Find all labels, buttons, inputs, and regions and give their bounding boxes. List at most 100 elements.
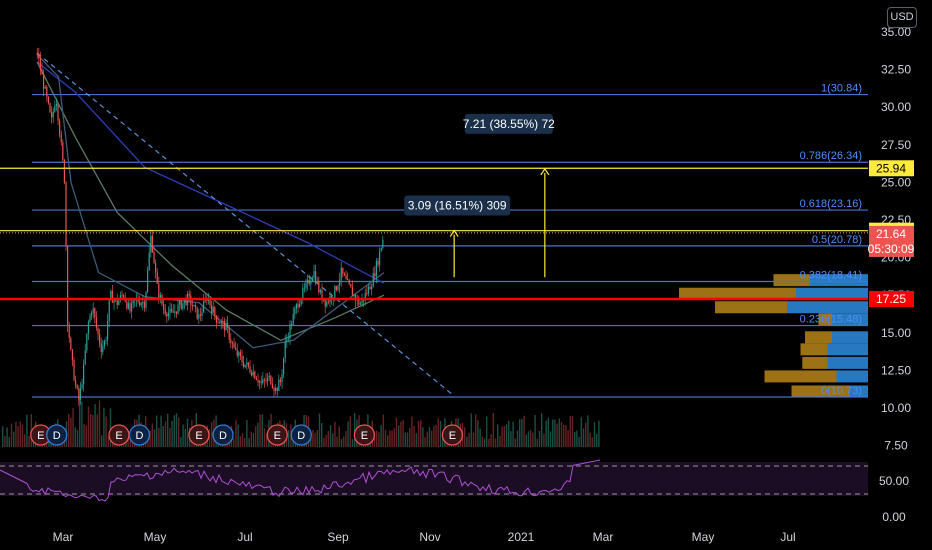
candle-body	[62, 142, 64, 160]
volume-bar	[263, 428, 266, 447]
earnings-marker	[188, 424, 210, 446]
volume-bar	[241, 433, 244, 447]
candle-body	[321, 290, 323, 301]
candle-body	[225, 322, 227, 331]
candle-body	[203, 301, 205, 313]
volume-bar	[158, 428, 160, 447]
candle-body	[155, 263, 157, 272]
volume-bar	[336, 436, 338, 447]
volume-bar	[149, 431, 151, 447]
volume-bar	[512, 421, 514, 447]
candle-body	[171, 309, 173, 312]
rsi-tick-label: 0.00	[882, 510, 906, 524]
volume-bar	[266, 433, 268, 447]
volume-bar	[591, 437, 593, 447]
candle-body	[75, 380, 77, 386]
volume-profile-down	[818, 313, 832, 326]
volume-bar	[470, 413, 472, 447]
measure-label-bg	[404, 195, 511, 216]
candle-body	[79, 388, 82, 400]
currency-badge[interactable]: USD	[887, 7, 917, 28]
volume-bar	[171, 420, 173, 447]
volume-bar	[98, 400, 101, 447]
dividend-marker	[290, 424, 312, 446]
candle-body	[311, 278, 314, 282]
candle-body	[350, 284, 352, 288]
candle-body	[214, 307, 216, 316]
volume-bar	[468, 432, 470, 447]
volume-bar	[510, 431, 512, 447]
candle-body	[239, 352, 242, 356]
candle-body	[92, 308, 94, 313]
price-tick-label: 7.50	[884, 439, 908, 453]
volume-bar	[373, 432, 376, 447]
volume-bar	[68, 414, 70, 447]
candle-body	[116, 298, 118, 305]
candle-body	[300, 299, 302, 305]
earnings-marker-label: E	[274, 430, 281, 442]
candle-body	[223, 321, 226, 331]
volume-bar	[395, 417, 398, 447]
candle-body	[153, 251, 155, 264]
candle-body	[313, 271, 315, 279]
candle-body	[209, 299, 211, 306]
candle-body	[219, 322, 221, 324]
candle-body	[251, 372, 253, 376]
volume-bar	[488, 438, 490, 447]
earnings-marker	[441, 424, 464, 446]
volume-bar	[543, 433, 545, 447]
candle-body	[220, 321, 222, 324]
volume-bar	[180, 437, 182, 447]
fib-level-label: 1(30.84)	[821, 83, 862, 95]
candle-body	[151, 235, 154, 252]
volume-bar	[310, 436, 312, 447]
candle-body	[36, 53, 38, 55]
volume-bar	[182, 424, 184, 447]
volume-bar	[15, 421, 17, 447]
candle-body	[263, 379, 266, 381]
volume-bar	[422, 427, 424, 447]
volume-profile-up	[787, 301, 868, 314]
candle-body	[207, 299, 210, 301]
volume-profile-up	[850, 385, 868, 398]
volume-bar	[541, 413, 543, 447]
earnings-marker-label: E	[115, 430, 122, 442]
price-tick-label: 27.50	[881, 138, 911, 152]
volume-bar	[237, 424, 239, 447]
volume-bar	[83, 424, 85, 447]
candle-body	[49, 103, 51, 113]
volume-bar	[596, 433, 598, 447]
candle-body	[107, 320, 109, 341]
candle-body	[366, 293, 368, 295]
candle-body	[337, 285, 339, 290]
volume-bar	[21, 424, 24, 447]
candle-body	[177, 304, 179, 314]
volume-profile-down	[791, 385, 850, 398]
volume-bar	[151, 423, 153, 447]
candle-body	[123, 295, 125, 297]
candle-body	[241, 355, 243, 363]
candle-body	[287, 338, 290, 340]
volume-profile-down	[773, 274, 810, 287]
time-tick-label: Mar	[53, 530, 74, 544]
volume-bar	[345, 431, 347, 447]
candle-body	[78, 388, 80, 400]
candle-body	[167, 312, 170, 317]
candle-body	[47, 96, 50, 104]
volume-bar	[393, 428, 395, 447]
volume-bar	[556, 423, 558, 447]
candle-body	[147, 270, 149, 292]
volume-bar	[129, 436, 131, 447]
volume-bar	[400, 421, 402, 447]
candle-body	[252, 371, 254, 376]
candle-body	[270, 375, 272, 384]
candle-body	[358, 298, 360, 305]
candle-body	[334, 286, 336, 298]
rsi-band	[0, 462, 868, 496]
candle-body	[57, 104, 59, 121]
volume-bar	[94, 404, 96, 447]
volume-bar	[257, 422, 259, 447]
candle-body	[377, 260, 379, 265]
volume-profile-down	[805, 331, 832, 344]
